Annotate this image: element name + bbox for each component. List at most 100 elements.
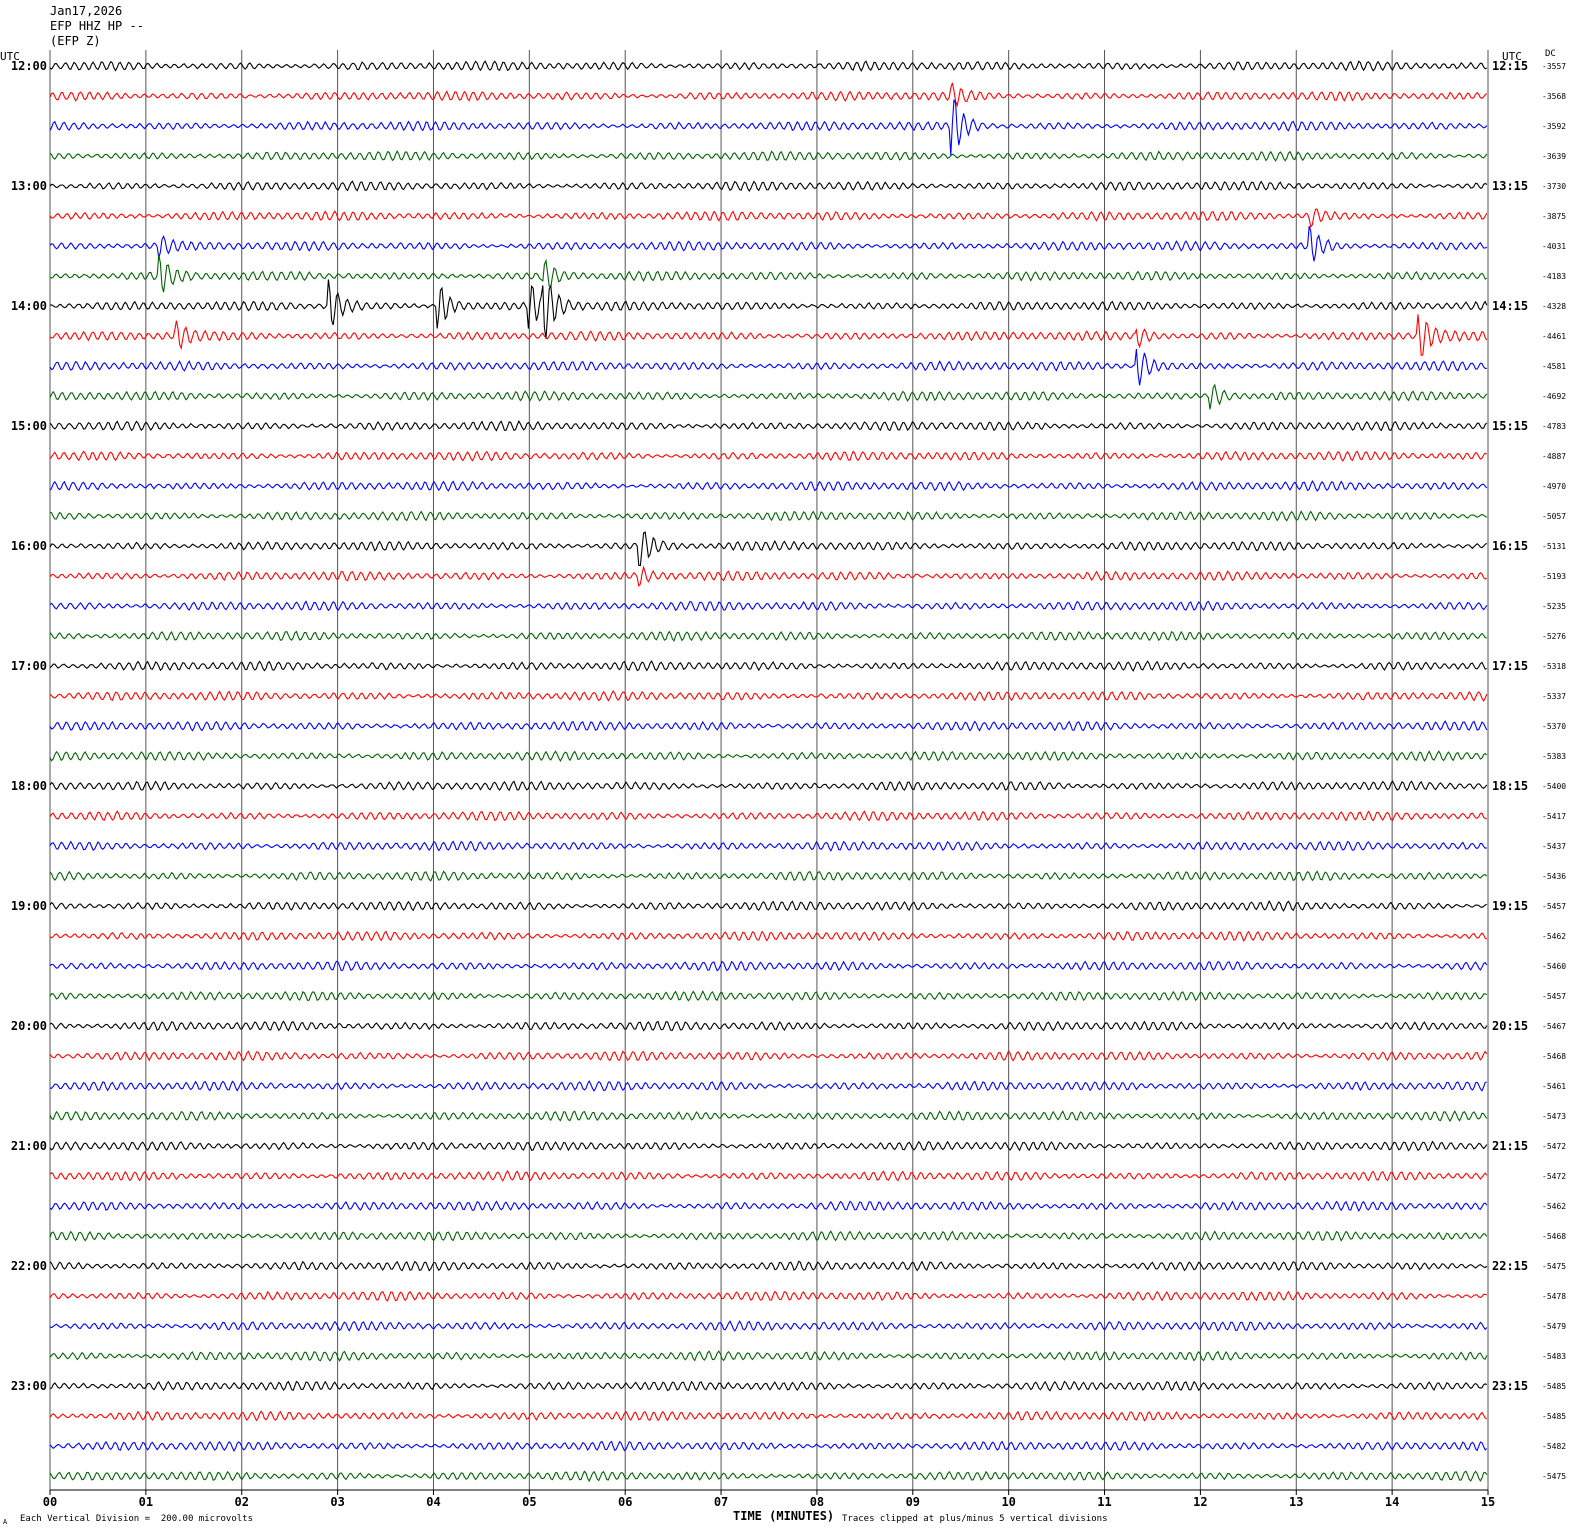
x-tick-label: 10 [1001,1495,1015,1509]
dc-offset-value: -3639 [1542,152,1566,161]
dc-offset-value: -4031 [1542,242,1566,251]
seismic-trace [49,348,1487,386]
seismic-trace [49,531,1488,566]
dc-offset-value: -5478 [1542,1292,1566,1301]
x-tick-label: 09 [906,1495,920,1509]
utc-label-left: UTC [0,50,20,63]
x-tick-label: 03 [330,1495,344,1509]
seismic-trace [49,383,1488,410]
left-time-label: 20:00 [11,1019,47,1033]
left-time-label: 17:00 [11,659,47,673]
dc-offset-value: -5462 [1542,1202,1566,1211]
x-tick-label: 13 [1289,1495,1303,1509]
seismic-trace [49,99,1488,156]
x-axis: 00 01 02 03 04 05 06 07 08 09 10 11 12 13 14 15 [43,1489,1495,1509]
dc-offset-value: -5436 [1542,872,1566,881]
dc-offset-value: -5337 [1542,692,1566,701]
right-time-label: 19:15 [1492,899,1528,913]
seismic-trace [49,1230,1488,1242]
seismic-trace [49,314,1488,356]
x-axis-label: TIME (MINUTES) [733,1509,835,1523]
left-time-label: 12:00 [11,59,47,73]
x-tick-label: 11 [1097,1495,1111,1509]
seismic-trace [49,1140,1488,1152]
seismic-trace [49,900,1488,912]
x-tick-label: 02 [235,1495,249,1509]
clip-note: Traces clipped at plus/minus 5 vertical … [842,1514,1108,1524]
station-label: EFP HHZ HP -- [50,19,144,33]
right-time-label: 15:15 [1492,419,1528,433]
right-time-label: 14:15 [1492,299,1528,313]
dc-offset-value: -3592 [1542,122,1566,131]
dc-offset-value: -4887 [1542,452,1566,461]
left-time-label: 16:00 [11,539,47,553]
seismic-trace [49,810,1487,822]
corner-mark: A [3,1518,8,1526]
dc-offset-value: -5460 [1542,962,1566,971]
right-time-label: 17:15 [1492,659,1528,673]
seismic-trace [49,1020,1488,1032]
seismic-trace [49,208,1488,229]
seismic-trace [49,1079,1487,1092]
left-time-label: 14:00 [11,299,47,313]
x-tick-label: 00 [43,1495,57,1509]
seismic-trace [49,1380,1488,1392]
dc-offset-values: -3557 -3568 -3592 -3639 -3730 -3875 -4031 -4183… [1542,62,1566,1481]
utc-label-right: UTC [1502,50,1522,63]
dc-offset-value: -5383 [1542,752,1566,761]
dc-offset-value: -5468 [1542,1052,1566,1061]
right-time-label: 18:15 [1492,779,1528,793]
seismic-trace [49,1169,1488,1182]
seismic-trace [49,150,1488,162]
seismic-trace [49,450,1487,462]
seismic-trace [49,990,1488,1002]
dc-offset-value: -5057 [1542,512,1566,521]
x-tick-label: 01 [139,1495,153,1509]
dc-offset-value: -5468 [1542,1232,1566,1241]
seismic-trace [49,1260,1488,1272]
dc-offset-value: -4581 [1542,362,1566,371]
seismic-trace [49,870,1488,882]
seismic-trace [49,660,1487,672]
dc-offset-value: -4783 [1542,422,1566,431]
dc-offset-value: -5235 [1542,602,1566,611]
dc-offset-value: -5485 [1542,1412,1566,1421]
dc-offset-value: -5461 [1542,1082,1566,1091]
right-time-label: 16:15 [1492,539,1528,553]
seismic-trace [49,780,1488,792]
seismic-trace [49,420,1488,432]
dc-offset-value: -5475 [1542,1472,1566,1481]
dc-label: DC [1545,49,1556,59]
seismic-trace [49,689,1488,702]
right-time-label: 20:15 [1492,1019,1528,1033]
left-time-label: 21:00 [11,1139,47,1153]
seismic-trace [49,180,1488,193]
seismic-trace [49,1410,1488,1422]
dc-offset-value: -5472 [1542,1172,1566,1181]
x-tick-label: 05 [522,1495,536,1509]
dc-offset-value: -4183 [1542,272,1566,281]
left-time-label: 13:00 [11,179,47,193]
dc-offset-value: -4328 [1542,302,1566,311]
seismic-trace [49,479,1488,492]
seismic-trace [49,1200,1488,1212]
seismic-trace [49,720,1488,732]
dc-offset-value: -5131 [1542,542,1566,551]
right-time-label: 22:15 [1492,1259,1528,1273]
dc-offset-value: -3875 [1542,212,1566,221]
right-time-label: 13:15 [1492,179,1528,193]
x-tick-label: 08 [810,1495,824,1509]
dc-offset-value: -5485 [1542,1382,1566,1391]
seismic-trace [49,254,1488,293]
channel-label: (EFP Z) [50,34,101,48]
seismic-traces [49,60,1488,1483]
dc-offset-value: -4461 [1542,332,1566,341]
seismic-trace [49,930,1488,942]
right-time-labels: 12:15 13:15 14:15 15:15 16:15 17:15 18:15 19:15… [1492,59,1528,1393]
seismic-trace [49,510,1488,522]
dc-offset-value: -5462 [1542,932,1566,941]
seismic-trace [49,630,1487,642]
left-time-label: 15:00 [11,419,47,433]
left-time-labels: 12:00 13:00 14:00 15:00 16:00 17:00 18:00 19:00… [11,59,47,1393]
